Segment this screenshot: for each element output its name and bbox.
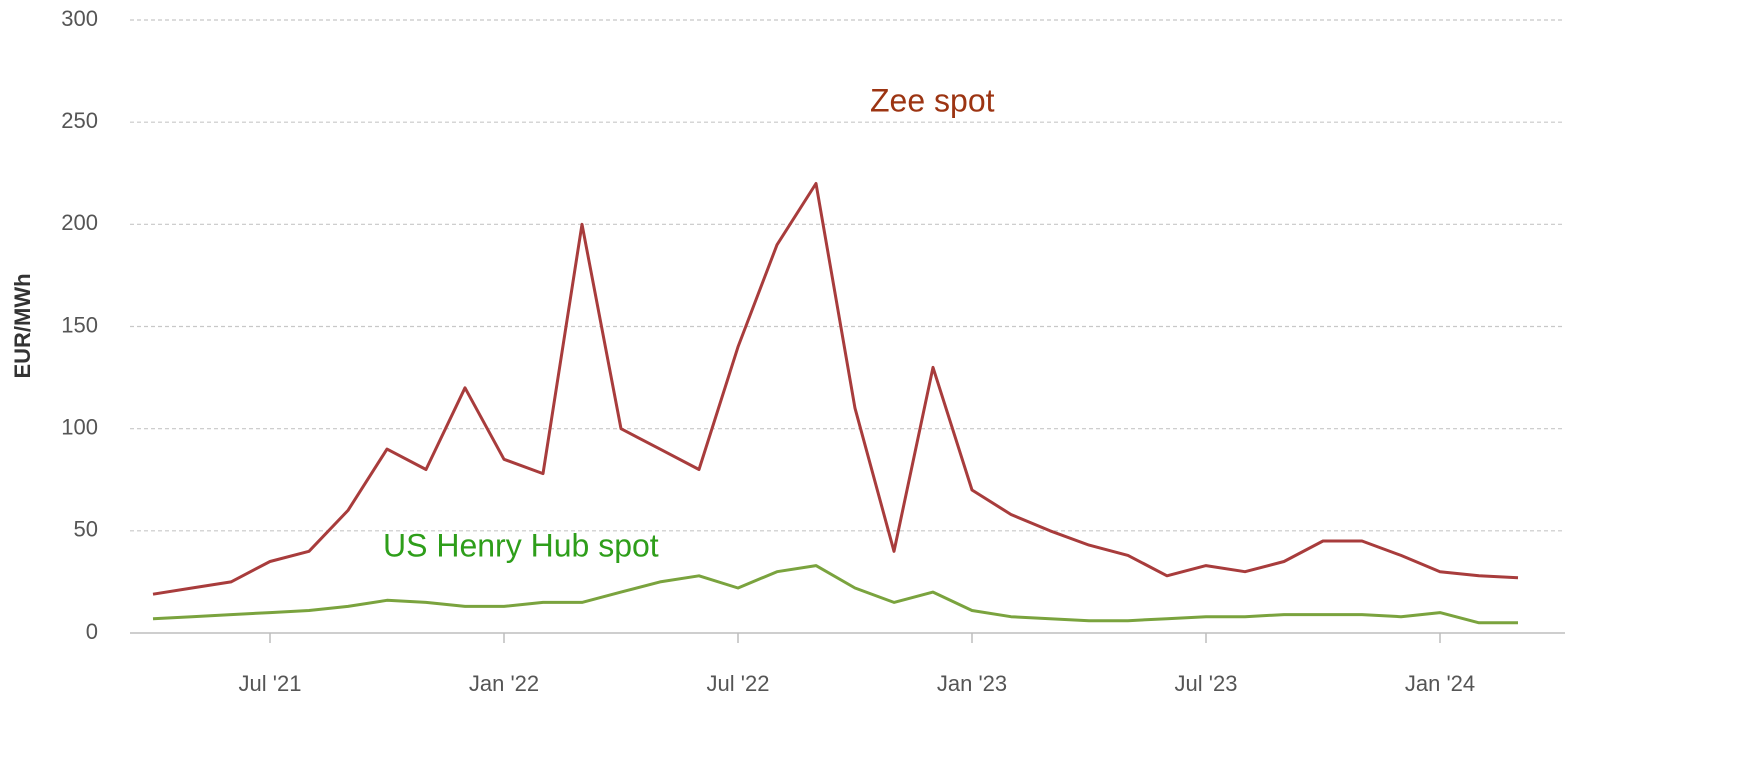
y-tick-label: 100	[61, 414, 98, 439]
y-tick-label: 250	[61, 108, 98, 133]
x-tick-label: Jul '23	[1175, 671, 1238, 696]
x-tick-label: Jan '22	[469, 671, 539, 696]
x-tick-label: Jan '23	[937, 671, 1007, 696]
series-label: US Henry Hub spot	[383, 527, 659, 563]
series-line	[152, 182, 1519, 596]
x-tick-label: Jan '24	[1405, 671, 1475, 696]
y-tick-label: 0	[86, 619, 98, 644]
series-line	[152, 564, 1518, 625]
y-tick-label: 50	[74, 517, 98, 542]
y-tick-label: 200	[61, 210, 98, 235]
y-tick-label: 150	[61, 312, 98, 337]
series-label: Zee spot	[870, 82, 995, 118]
x-tick-label: Jul '22	[707, 671, 770, 696]
x-tick-label: Jul '21	[239, 671, 302, 696]
y-tick-label: 300	[61, 6, 98, 31]
y-axis-label: EUR/MWh	[10, 273, 35, 378]
